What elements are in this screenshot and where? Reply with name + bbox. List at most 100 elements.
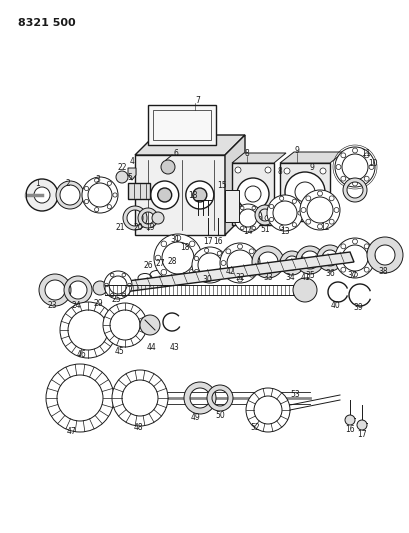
Text: 16: 16	[344, 425, 354, 434]
Text: 5: 5	[127, 174, 132, 182]
Circle shape	[204, 248, 208, 253]
Circle shape	[122, 380, 157, 416]
Circle shape	[195, 255, 200, 261]
Circle shape	[194, 256, 198, 261]
Text: 37: 37	[346, 271, 356, 279]
Circle shape	[162, 242, 193, 274]
Circle shape	[284, 172, 324, 212]
Text: 48: 48	[133, 424, 142, 432]
Circle shape	[82, 177, 118, 213]
Circle shape	[157, 188, 171, 202]
Circle shape	[227, 250, 252, 276]
Text: 7: 7	[195, 95, 200, 104]
Circle shape	[84, 187, 88, 191]
Circle shape	[222, 263, 227, 267]
Circle shape	[340, 153, 345, 158]
Text: 40: 40	[330, 302, 340, 311]
Text: 49: 49	[191, 414, 200, 423]
Circle shape	[152, 212, 164, 224]
Text: 21: 21	[115, 223, 124, 232]
Text: 51: 51	[260, 224, 269, 233]
Circle shape	[110, 293, 114, 297]
Polygon shape	[135, 155, 225, 235]
Circle shape	[234, 204, 261, 232]
Circle shape	[368, 165, 373, 169]
Circle shape	[155, 255, 160, 261]
Wedge shape	[207, 385, 232, 411]
Polygon shape	[279, 163, 329, 221]
Circle shape	[300, 207, 305, 213]
Circle shape	[344, 415, 354, 425]
Circle shape	[264, 215, 270, 221]
Wedge shape	[295, 246, 323, 274]
Text: 53: 53	[290, 391, 299, 400]
Circle shape	[252, 206, 255, 210]
Text: 17: 17	[203, 237, 212, 246]
Text: 42: 42	[225, 268, 234, 277]
Circle shape	[217, 251, 221, 255]
Circle shape	[234, 216, 238, 220]
Text: 46: 46	[77, 351, 87, 359]
Circle shape	[107, 205, 111, 209]
Circle shape	[237, 277, 242, 282]
Circle shape	[283, 168, 289, 174]
Polygon shape	[279, 152, 343, 163]
Text: 30: 30	[202, 276, 211, 285]
Text: 15: 15	[217, 181, 226, 190]
Text: 36: 36	[324, 270, 334, 279]
Circle shape	[249, 249, 254, 254]
Circle shape	[189, 269, 194, 275]
Circle shape	[161, 241, 166, 247]
Text: 32: 32	[235, 273, 244, 282]
Text: 52: 52	[249, 424, 259, 432]
Circle shape	[340, 267, 345, 272]
Text: 6: 6	[173, 149, 178, 157]
Circle shape	[352, 181, 357, 186]
Circle shape	[356, 420, 366, 430]
Circle shape	[175, 275, 180, 281]
Circle shape	[319, 210, 325, 216]
Circle shape	[252, 226, 255, 230]
Circle shape	[340, 244, 345, 249]
Circle shape	[341, 154, 367, 180]
Bar	[225, 190, 238, 222]
Circle shape	[254, 396, 281, 424]
Bar	[128, 183, 150, 199]
Text: 1: 1	[36, 179, 40, 188]
Circle shape	[161, 269, 166, 275]
Text: 9: 9	[294, 146, 299, 155]
Text: 45: 45	[115, 348, 125, 357]
Circle shape	[57, 375, 103, 421]
Wedge shape	[316, 245, 342, 271]
Circle shape	[236, 178, 268, 210]
Circle shape	[112, 370, 168, 426]
Wedge shape	[252, 246, 283, 278]
Circle shape	[220, 261, 225, 265]
Circle shape	[335, 165, 340, 169]
Circle shape	[60, 302, 116, 358]
Text: 9: 9	[309, 164, 314, 173]
Text: 35: 35	[304, 271, 314, 280]
Text: 2: 2	[65, 179, 70, 188]
Text: 25: 25	[111, 295, 121, 304]
Circle shape	[333, 207, 338, 213]
Circle shape	[328, 219, 333, 224]
Text: 31: 31	[170, 236, 180, 245]
Circle shape	[198, 253, 221, 277]
Circle shape	[305, 196, 310, 201]
Circle shape	[107, 181, 111, 185]
Bar	[148, 105, 216, 145]
Text: 47: 47	[67, 427, 77, 437]
Circle shape	[297, 211, 301, 215]
Text: 8321 500: 8321 500	[18, 18, 75, 28]
Circle shape	[306, 197, 332, 223]
Circle shape	[234, 167, 240, 173]
Circle shape	[225, 272, 230, 277]
Polygon shape	[231, 163, 273, 225]
Circle shape	[225, 249, 230, 254]
Text: 38: 38	[377, 268, 387, 277]
Text: 34: 34	[284, 273, 294, 282]
Circle shape	[279, 225, 283, 230]
Circle shape	[317, 224, 321, 229]
Wedge shape	[56, 181, 84, 209]
